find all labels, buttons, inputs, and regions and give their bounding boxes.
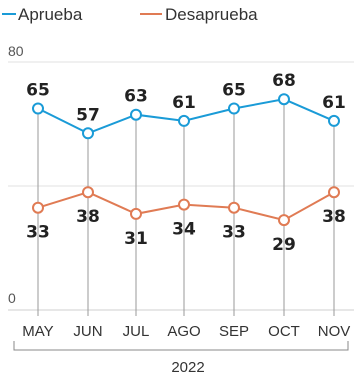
- data-label-aprueba: 61: [172, 93, 196, 113]
- data-point-aprueba: [328, 114, 340, 127]
- data-point-desaprueba: [278, 214, 290, 227]
- data-point-aprueba: [32, 102, 44, 115]
- data-label-desaprueba: 33: [26, 223, 50, 243]
- legend-label-desaprueba: Desaprueba: [165, 5, 258, 24]
- x-tick-label: SEP: [219, 323, 249, 340]
- data-label-desaprueba: 38: [76, 207, 100, 227]
- data-label-desaprueba: 29: [272, 235, 296, 255]
- data-label-desaprueba: 33: [222, 223, 246, 243]
- data-point-desaprueba: [82, 186, 94, 199]
- data-point-aprueba: [228, 102, 240, 115]
- y-tick-top: 80: [8, 43, 24, 59]
- series-layer: 65 57 63 61 65 68 61 33 38 31 34 33 29 38: [26, 71, 346, 255]
- data-point-desaprueba: [328, 186, 340, 199]
- x-tick-label: AGO: [167, 323, 200, 340]
- data-point-desaprueba: [178, 198, 190, 211]
- data-point-aprueba: [82, 127, 94, 140]
- data-label-aprueba: 57: [76, 105, 100, 125]
- data-point-desaprueba: [228, 201, 240, 214]
- x-tick-label: JUN: [73, 323, 102, 340]
- y-tick-bottom: 0: [8, 290, 16, 306]
- data-label-desaprueba: 38: [322, 207, 346, 227]
- x-tick-label: NOV: [318, 323, 351, 340]
- legend-label-aprueba: Aprueba: [18, 5, 83, 24]
- data-label-desaprueba: 34: [172, 220, 196, 240]
- year-label: 2022: [171, 359, 204, 376]
- x-tick-label: JUL: [123, 323, 150, 340]
- x-tick-label: OCT: [268, 323, 300, 340]
- data-label-aprueba: 65: [222, 81, 246, 101]
- data-point-aprueba: [130, 108, 142, 121]
- data-point-aprueba: [178, 114, 190, 127]
- data-label-aprueba: 65: [26, 81, 50, 101]
- data-point-desaprueba: [130, 207, 142, 220]
- data-label-aprueba: 61: [322, 93, 346, 113]
- data-point-aprueba: [278, 93, 290, 106]
- legend: Aprueba Desaprueba: [2, 5, 258, 24]
- data-label-aprueba: 63: [124, 87, 148, 107]
- data-label-aprueba: 68: [272, 71, 296, 91]
- data-point-desaprueba: [32, 201, 44, 214]
- data-label-desaprueba: 31: [124, 229, 148, 249]
- year-bracket: [13, 341, 349, 351]
- x-tick-label: MAY: [22, 323, 53, 340]
- x-axis: MAY JUN JUL AGO SEP OCT NOV: [22, 323, 350, 340]
